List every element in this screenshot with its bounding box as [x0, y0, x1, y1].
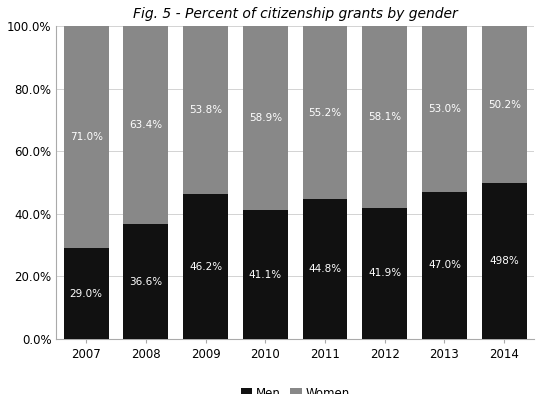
Bar — [64, 248, 109, 339]
Text: 50.2%: 50.2% — [487, 100, 520, 110]
Text: 58.1%: 58.1% — [368, 112, 401, 122]
Bar — [243, 26, 288, 210]
Bar — [482, 26, 526, 183]
Bar — [64, 26, 109, 248]
Bar — [243, 210, 288, 339]
Text: 46.2%: 46.2% — [189, 262, 222, 271]
Bar — [422, 192, 467, 339]
Bar — [482, 183, 526, 339]
Text: 63.4%: 63.4% — [129, 120, 162, 130]
Bar — [183, 194, 228, 339]
Text: 498%: 498% — [489, 256, 519, 266]
Text: 36.6%: 36.6% — [129, 277, 162, 287]
Bar — [183, 26, 228, 194]
Title: Fig. 5 - Percent of citizenship grants by gender: Fig. 5 - Percent of citizenship grants b… — [133, 7, 458, 21]
Text: 44.8%: 44.8% — [308, 264, 341, 274]
Text: 58.9%: 58.9% — [249, 113, 282, 123]
Text: 53.8%: 53.8% — [189, 105, 222, 115]
Bar — [362, 26, 407, 208]
Text: 29.0%: 29.0% — [70, 288, 103, 299]
Bar — [362, 208, 407, 339]
Bar — [302, 26, 347, 199]
Text: 41.1%: 41.1% — [249, 269, 282, 280]
Text: 47.0%: 47.0% — [428, 260, 461, 270]
Text: 71.0%: 71.0% — [70, 132, 103, 142]
Bar — [422, 26, 467, 192]
Text: 55.2%: 55.2% — [308, 108, 341, 117]
Legend: Men, Women: Men, Women — [236, 382, 354, 394]
Bar — [123, 26, 168, 225]
Bar — [123, 225, 168, 339]
Text: 41.9%: 41.9% — [368, 268, 401, 278]
Bar — [302, 199, 347, 339]
Text: 53.0%: 53.0% — [428, 104, 461, 114]
